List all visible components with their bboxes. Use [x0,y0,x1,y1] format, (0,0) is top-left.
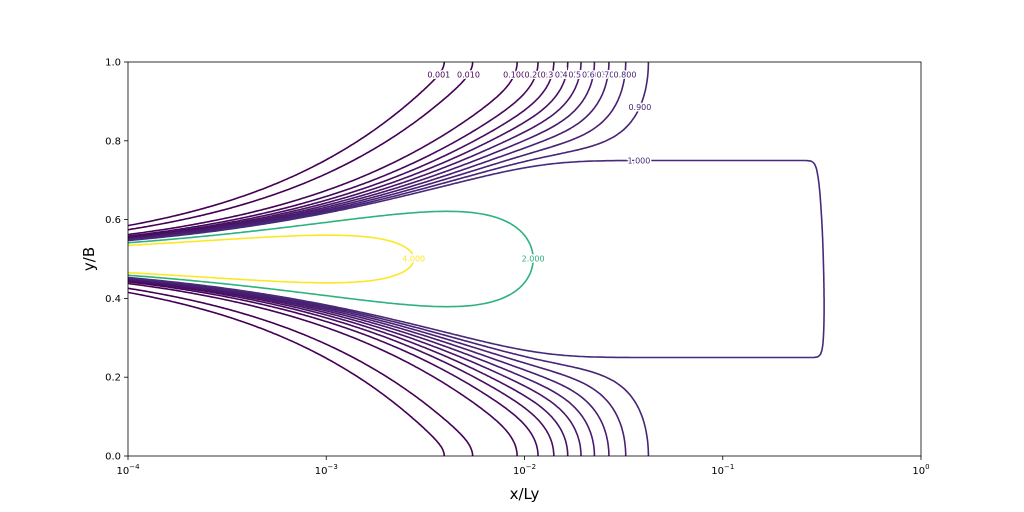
contour-1.000 [128,159,825,359]
x-axis: 10−4 10−3 10−2 10−1 100 [116,456,930,477]
contour-0.010 [128,62,474,456]
y-tick-label: 0.4 [105,294,121,305]
contour-label: 0.400 [555,70,578,79]
x-tick-label: 10−4 [116,463,140,477]
contour-0.100 [128,62,518,456]
contour-label: 0.700 [597,70,620,79]
x-axis-title: x/Ly [510,485,540,503]
contour-label: 0.800 [614,70,637,79]
x-tick-label: 10−1 [711,463,734,477]
plot-background [128,62,921,456]
contour-label: 1.000 [627,157,650,166]
contour-2.000 [128,210,534,308]
contour-0.200 [128,62,539,456]
y-tick-label: 0.0 [105,452,121,463]
y-axis: 0.0 0.2 0.4 0.6 0.8 1.0 [105,58,128,463]
y-tick-label: 0.8 [105,136,121,147]
y-tick-label: 1.0 [105,58,121,69]
contour-label: 0.001 [427,71,450,80]
contour-label: 4.000 [402,255,425,264]
y-tick-label: 0.6 [105,215,121,226]
contour-0.001 [128,62,446,456]
contour-label: 0.010 [457,70,480,79]
x-tick-label: 10−2 [513,463,536,477]
contour-4.000 [128,234,415,284]
contour-label: 0.300 [541,70,564,79]
contour-label: 0.200 [525,70,548,79]
x-tick-label: 10−3 [315,463,338,477]
contour-label: 0.500 [568,70,591,79]
y-tick-label: 0.2 [105,373,121,384]
contour-label: 2.000 [522,255,545,264]
contour-lines [128,62,825,456]
contour-label: 0.100 [503,70,526,79]
x-tick-label: 100 [912,463,929,477]
contour-labels: 0.001 0.010 0.1000.2000.3000.4000.5000.600… [401,69,653,265]
contour-label: 0.900 [628,103,651,112]
y-axis-title: y/B [80,247,98,271]
contour-label: 0.600 [582,70,605,79]
